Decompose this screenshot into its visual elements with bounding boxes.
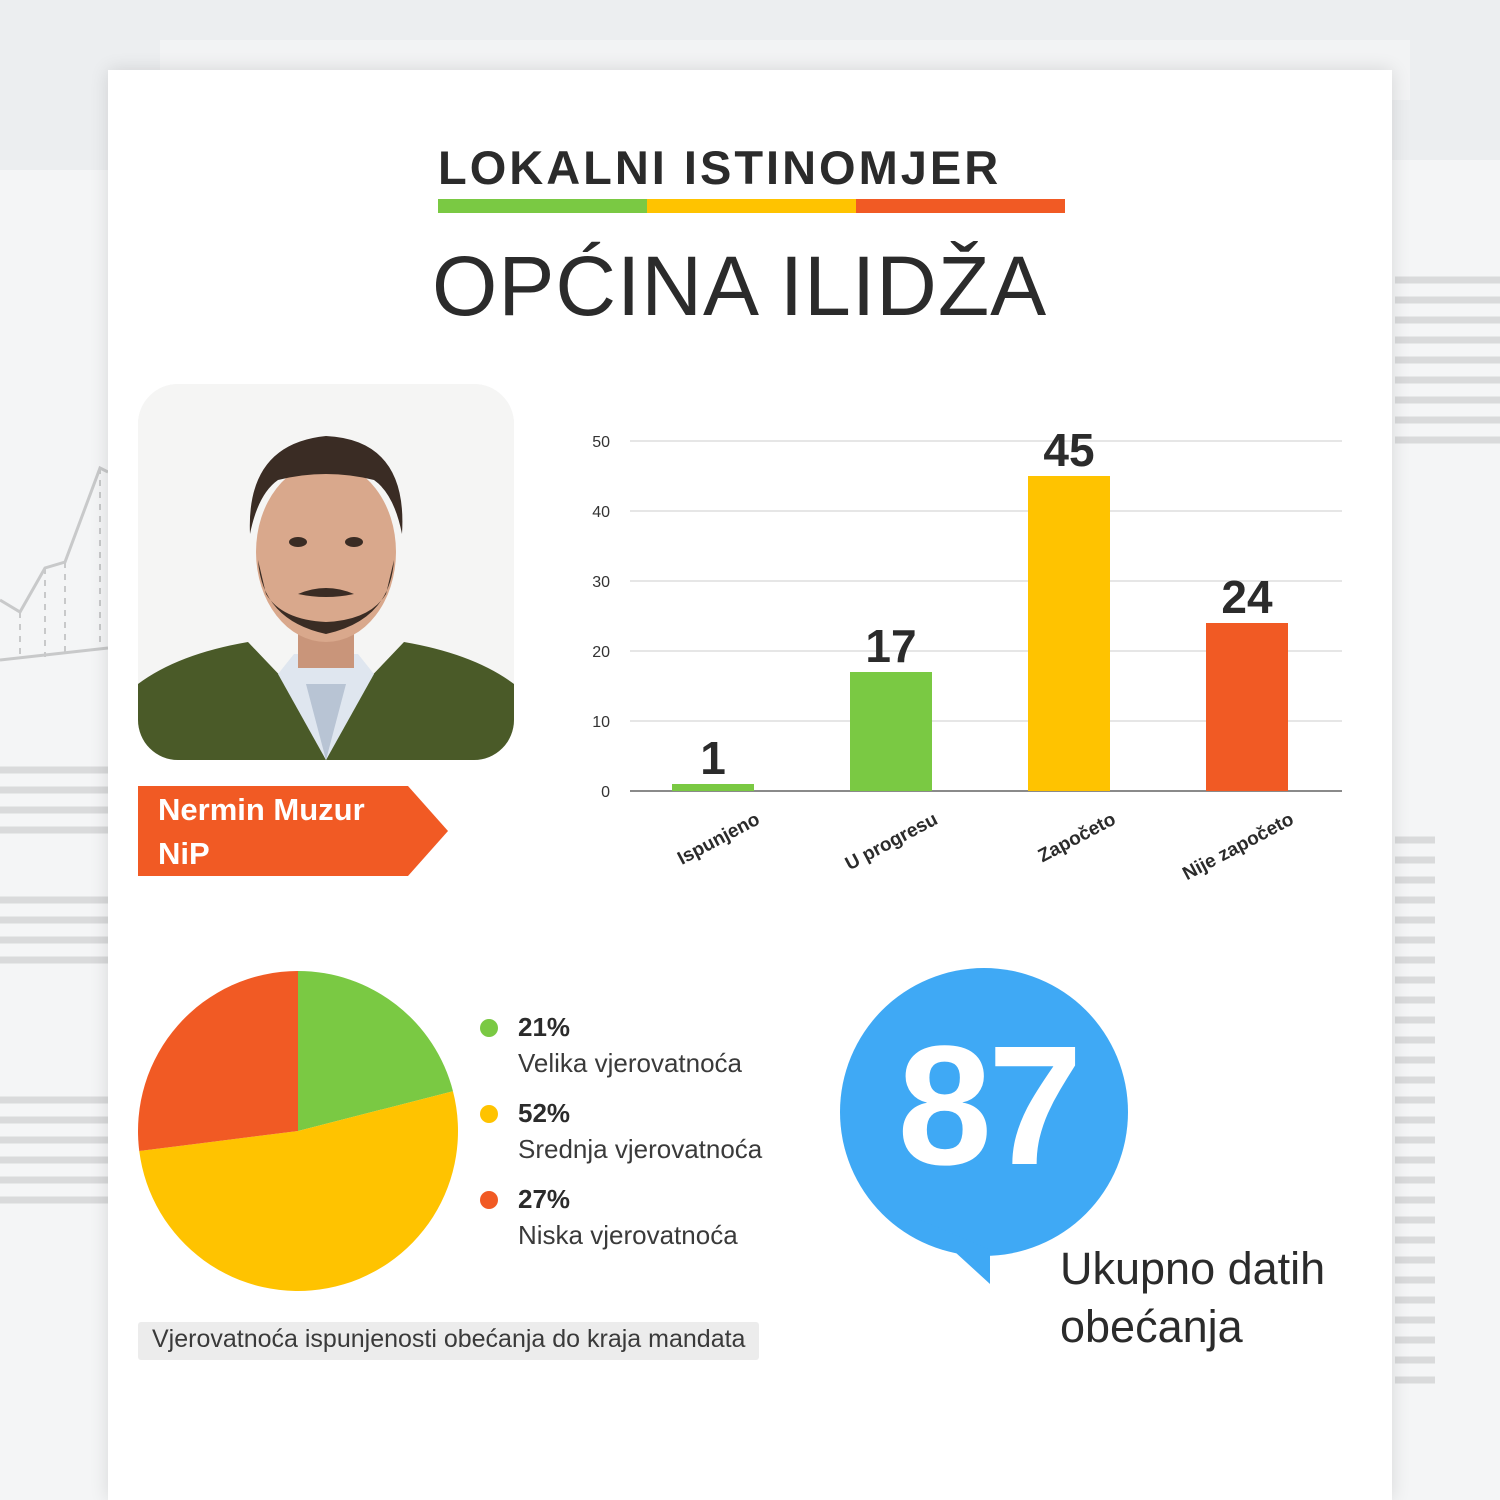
title-bar-orange xyxy=(856,199,1065,213)
x-category-label: Ispunjeno xyxy=(674,809,763,870)
name-tag xyxy=(138,786,448,876)
total-label-line2: obećanja xyxy=(1060,1301,1243,1352)
total-speech-bubble xyxy=(840,968,1128,1284)
page-title: LOKALNI ISTINOMJER xyxy=(438,141,1002,194)
bar xyxy=(1028,476,1110,791)
x-category-label: U progresu xyxy=(842,809,941,875)
y-tick-label: 10 xyxy=(592,714,610,731)
page-subtitle: OPĆINA ILIDŽA xyxy=(432,239,1048,333)
bar-data-label: 17 xyxy=(865,620,916,672)
y-tick-label: 30 xyxy=(592,574,610,591)
portrait-illustration xyxy=(138,384,514,760)
y-tick-label: 20 xyxy=(592,644,610,661)
pie-slice xyxy=(138,971,298,1152)
y-tick-label: 50 xyxy=(592,434,610,451)
bar xyxy=(1206,623,1288,791)
legend-label: Srednja vjerovatnoća xyxy=(518,1134,763,1164)
title-bar-yellow xyxy=(647,199,856,213)
bar-data-label: 24 xyxy=(1221,571,1273,623)
bar-data-label: 1 xyxy=(700,732,726,784)
bar xyxy=(850,672,932,791)
total-promises-number: 87 xyxy=(897,1011,1082,1201)
promises-status-bar-chart: 0 10 20 30 40 50 1 Ispunjeno 17 U progresu 45 Započ… xyxy=(592,424,1342,885)
x-category-label: Nije započeto xyxy=(1179,809,1297,885)
legend-percent: 27% xyxy=(518,1184,571,1214)
total-label-line1: Ukupno datih xyxy=(1060,1243,1326,1294)
y-tick-label: 0 xyxy=(601,784,610,801)
legend-dot-green xyxy=(480,1019,498,1037)
title-bar-green xyxy=(438,199,647,213)
y-tick-label: 40 xyxy=(592,504,610,521)
pie-slice xyxy=(139,1091,459,1292)
politician-photo xyxy=(138,384,514,760)
x-category-label: Započeto xyxy=(1035,809,1119,867)
politician-name: Nermin Muzur xyxy=(158,792,365,827)
pie-caption: Vjerovatnoća ispunjenosti obećanja do kr… xyxy=(138,1322,760,1360)
total-promises-label: Ukupno datih obećanja xyxy=(1060,1240,1325,1356)
bar-data-label: 45 xyxy=(1043,424,1094,476)
probability-pie-chart xyxy=(138,971,459,1292)
name-tag-text: Nermin Muzur NiP xyxy=(158,788,365,876)
legend-label: Niska vjerovatnoća xyxy=(518,1220,738,1250)
bar xyxy=(672,784,754,791)
politician-party: NiP xyxy=(158,836,210,871)
pie-slice xyxy=(298,971,453,1131)
title-color-bar xyxy=(438,199,1065,213)
legend-dot-yellow xyxy=(480,1105,498,1123)
legend-percent: 21% xyxy=(518,1012,571,1042)
legend-dot-orange xyxy=(480,1191,498,1209)
legend-label: Velika vjerovatnoća xyxy=(518,1048,743,1078)
legend-percent: 52% xyxy=(518,1098,571,1128)
